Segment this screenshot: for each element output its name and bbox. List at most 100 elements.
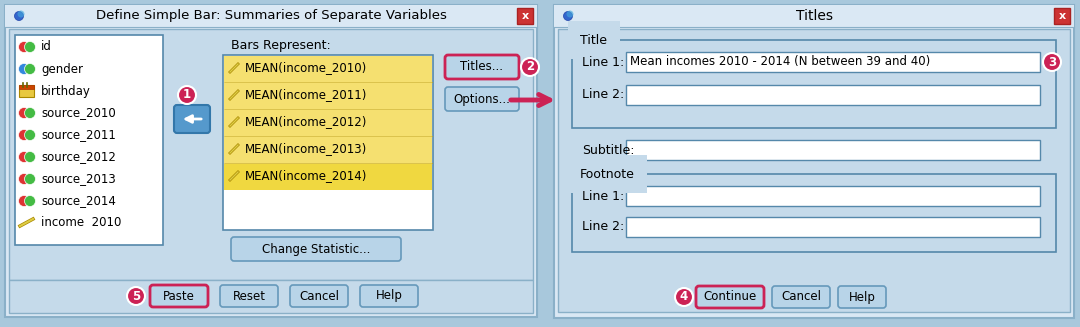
Text: MEAN(income_2010): MEAN(income_2010) xyxy=(245,61,367,75)
FancyBboxPatch shape xyxy=(445,55,519,79)
Bar xyxy=(224,137,432,163)
Text: 1: 1 xyxy=(183,89,191,101)
Bar xyxy=(224,83,432,109)
Bar xyxy=(9,280,534,313)
Text: Cancel: Cancel xyxy=(781,290,821,303)
Text: birthday: birthday xyxy=(41,84,91,97)
Text: Change Statistic...: Change Statistic... xyxy=(261,243,370,255)
Text: source_2011: source_2011 xyxy=(41,129,116,142)
Circle shape xyxy=(25,108,36,118)
Circle shape xyxy=(521,58,539,76)
Text: Paste: Paste xyxy=(163,289,194,302)
Bar xyxy=(224,110,432,136)
Circle shape xyxy=(127,287,145,305)
Bar xyxy=(9,29,534,280)
Text: Define Simple Bar: Summaries of Separate Variables: Define Simple Bar: Summaries of Separate… xyxy=(95,9,446,23)
Bar xyxy=(517,8,534,24)
Text: source_2010: source_2010 xyxy=(41,107,116,119)
Text: x: x xyxy=(1058,11,1066,21)
Bar xyxy=(19,85,33,97)
Bar xyxy=(558,29,1070,312)
Text: 4: 4 xyxy=(680,290,688,303)
Text: 5: 5 xyxy=(132,289,140,302)
Text: gender: gender xyxy=(41,62,83,76)
Text: id: id xyxy=(41,41,52,54)
Text: Line 2:: Line 2: xyxy=(582,220,624,233)
Text: source_2012: source_2012 xyxy=(41,150,116,164)
Text: Mean incomes 2010 - 2014 (N between 39 and 40): Mean incomes 2010 - 2014 (N between 39 a… xyxy=(630,56,930,68)
Bar xyxy=(626,52,1040,72)
FancyBboxPatch shape xyxy=(150,285,208,307)
Circle shape xyxy=(18,108,29,118)
Bar xyxy=(626,85,1040,105)
FancyBboxPatch shape xyxy=(838,286,886,308)
Text: x: x xyxy=(522,11,528,21)
Bar xyxy=(572,40,1056,128)
Text: Options...: Options... xyxy=(454,93,511,106)
FancyBboxPatch shape xyxy=(772,286,831,308)
Bar xyxy=(5,5,537,317)
Text: Line 1:: Line 1: xyxy=(582,56,624,68)
Text: Continue: Continue xyxy=(703,290,757,303)
Text: Titles: Titles xyxy=(796,9,833,23)
Circle shape xyxy=(18,151,29,163)
FancyBboxPatch shape xyxy=(360,285,418,307)
Circle shape xyxy=(25,151,36,163)
Text: Line 1:: Line 1: xyxy=(582,190,624,202)
Bar xyxy=(222,55,433,230)
Text: MEAN(income_2013): MEAN(income_2013) xyxy=(245,143,367,156)
Circle shape xyxy=(178,86,195,104)
Circle shape xyxy=(25,63,36,75)
Text: Help: Help xyxy=(849,290,876,303)
Text: Footnote: Footnote xyxy=(580,167,635,181)
Bar xyxy=(626,140,1040,160)
Bar xyxy=(626,217,1040,237)
Text: source_2013: source_2013 xyxy=(41,173,116,185)
Circle shape xyxy=(564,11,572,21)
Circle shape xyxy=(18,63,29,75)
Bar xyxy=(224,164,432,190)
Text: Cancel: Cancel xyxy=(299,289,339,302)
Circle shape xyxy=(25,196,36,206)
Text: 2: 2 xyxy=(526,60,535,74)
Text: Help: Help xyxy=(376,289,403,302)
Text: MEAN(income_2014): MEAN(income_2014) xyxy=(245,169,367,182)
Circle shape xyxy=(18,174,29,184)
Circle shape xyxy=(567,10,573,18)
Bar xyxy=(572,174,1056,252)
FancyBboxPatch shape xyxy=(291,285,348,307)
Circle shape xyxy=(18,42,29,53)
Text: income  2010: income 2010 xyxy=(41,216,121,230)
FancyBboxPatch shape xyxy=(220,285,278,307)
Bar xyxy=(15,35,163,245)
Text: Title: Title xyxy=(580,33,607,46)
Circle shape xyxy=(18,129,29,141)
FancyBboxPatch shape xyxy=(445,87,519,111)
Text: MEAN(income_2012): MEAN(income_2012) xyxy=(245,115,367,129)
FancyBboxPatch shape xyxy=(231,237,401,261)
Circle shape xyxy=(675,288,693,306)
Text: MEAN(income_2011): MEAN(income_2011) xyxy=(245,89,367,101)
Bar xyxy=(1054,8,1070,24)
Text: source_2014: source_2014 xyxy=(41,195,116,208)
Circle shape xyxy=(25,42,36,53)
Text: Titles...: Titles... xyxy=(460,60,503,74)
Text: Bars Represent:: Bars Represent: xyxy=(231,39,330,51)
Circle shape xyxy=(25,174,36,184)
Bar xyxy=(554,5,1074,27)
Bar xyxy=(224,56,432,82)
Text: Subtitle:: Subtitle: xyxy=(582,144,635,157)
Circle shape xyxy=(17,10,25,18)
Circle shape xyxy=(25,129,36,141)
Text: Reset: Reset xyxy=(232,289,266,302)
Circle shape xyxy=(1043,53,1061,71)
Bar xyxy=(554,5,1074,318)
Bar xyxy=(5,5,537,27)
Bar xyxy=(19,85,33,89)
Text: 3: 3 xyxy=(1048,56,1056,68)
FancyBboxPatch shape xyxy=(696,286,764,308)
Circle shape xyxy=(14,11,24,21)
Text: Line 2:: Line 2: xyxy=(582,89,624,101)
FancyBboxPatch shape xyxy=(174,105,210,133)
Circle shape xyxy=(18,196,29,206)
